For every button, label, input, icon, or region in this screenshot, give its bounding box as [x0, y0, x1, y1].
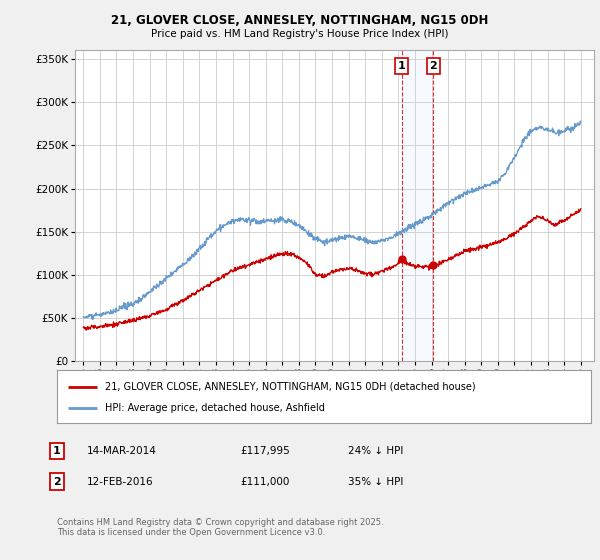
Text: 1: 1 — [53, 446, 61, 456]
Text: 24% ↓ HPI: 24% ↓ HPI — [348, 446, 403, 456]
Text: 21, GLOVER CLOSE, ANNESLEY, NOTTINGHAM, NG15 0DH (detached house): 21, GLOVER CLOSE, ANNESLEY, NOTTINGHAM, … — [105, 381, 476, 391]
Text: 14-MAR-2014: 14-MAR-2014 — [87, 446, 157, 456]
Text: £117,995: £117,995 — [240, 446, 290, 456]
Text: 1: 1 — [398, 61, 406, 71]
Text: 2: 2 — [53, 477, 61, 487]
Text: 21, GLOVER CLOSE, ANNESLEY, NOTTINGHAM, NG15 0DH: 21, GLOVER CLOSE, ANNESLEY, NOTTINGHAM, … — [112, 14, 488, 27]
Text: 2: 2 — [430, 61, 437, 71]
Text: 35% ↓ HPI: 35% ↓ HPI — [348, 477, 403, 487]
Text: Price paid vs. HM Land Registry's House Price Index (HPI): Price paid vs. HM Land Registry's House … — [151, 29, 449, 39]
Text: HPI: Average price, detached house, Ashfield: HPI: Average price, detached house, Ashf… — [105, 403, 325, 413]
Text: £111,000: £111,000 — [240, 477, 289, 487]
Text: Contains HM Land Registry data © Crown copyright and database right 2025.
This d: Contains HM Land Registry data © Crown c… — [57, 518, 383, 538]
Bar — [402, 50, 433, 361]
Text: 12-FEB-2016: 12-FEB-2016 — [87, 477, 154, 487]
